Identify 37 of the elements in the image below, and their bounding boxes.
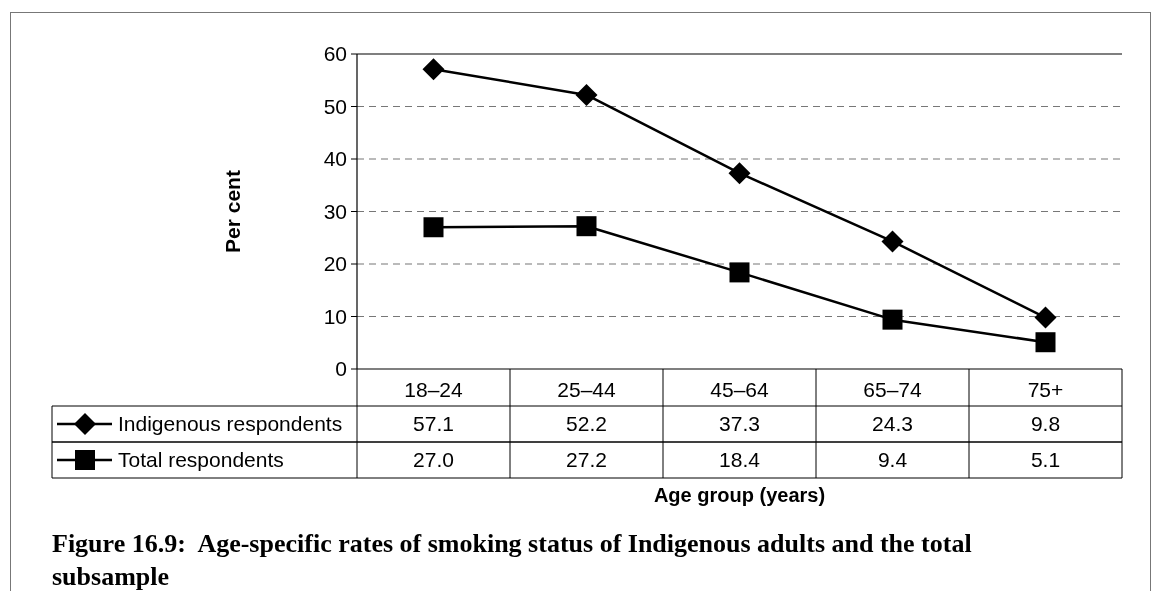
- data-label: 9.4: [877, 448, 908, 472]
- point: [422, 58, 445, 81]
- data-label: 52.2: [566, 412, 607, 436]
- data-label: 37.3: [719, 412, 760, 436]
- y-tick-label: 10: [323, 304, 347, 328]
- x-axis-title: Age group (years): [653, 484, 826, 506]
- data-label: 9.8: [1030, 412, 1061, 436]
- data-label: 27.0: [413, 448, 454, 472]
- y-tick-label: 30: [323, 199, 347, 223]
- data-label: 18.4: [719, 448, 761, 472]
- x-tick-label: 65–74: [863, 377, 923, 401]
- point: [423, 217, 444, 238]
- y-tick-label: 20: [323, 252, 347, 276]
- legend-label: Indigenous respondents: [118, 412, 343, 436]
- x-tick-label: 25–44: [557, 377, 617, 401]
- point: [1035, 332, 1056, 353]
- data-label: 5.1: [1030, 448, 1061, 472]
- point: [728, 162, 751, 185]
- x-tick-label: 45–64: [710, 377, 770, 401]
- x-tick-label: 75+: [1027, 377, 1064, 401]
- point: [882, 309, 903, 330]
- y-tick-label: 40: [323, 147, 347, 171]
- y-tick-label: 50: [323, 94, 347, 118]
- point: [576, 216, 597, 237]
- y-axis-title: Per cent: [221, 170, 244, 253]
- point: [1034, 306, 1057, 329]
- data-label: 57.1: [413, 412, 454, 436]
- legend-label: Total respondents: [118, 448, 284, 472]
- point: [575, 83, 598, 106]
- data-label: 24.3: [872, 412, 913, 436]
- point: [729, 262, 750, 283]
- y-tick-label: 0: [335, 357, 347, 381]
- y-tick-label: 60: [323, 42, 347, 66]
- text: Figure 16.9: Age-specific rates of smoking status of Indigenous adults and the total subsample: [52, 529, 972, 591]
- point: [881, 230, 904, 253]
- x-tick-label: 18–24: [404, 377, 464, 401]
- data-label: 27.2: [566, 448, 607, 472]
